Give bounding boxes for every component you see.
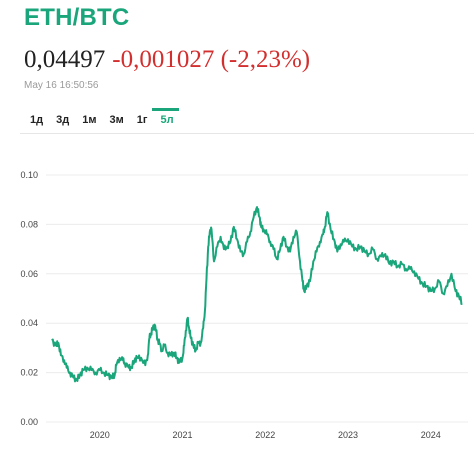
timeframe-tabs: 1д 3д 1м 3м 1г 5л xyxy=(22,108,179,134)
tab-3d[interactable]: 3д xyxy=(56,114,70,126)
y-tick-label: 0.06 xyxy=(20,269,38,279)
tab-1d[interactable]: 1д xyxy=(30,114,44,126)
x-tick-label: 2024 xyxy=(421,430,441,440)
x-tick-label: 2020 xyxy=(90,430,110,440)
y-axis-ticks: 0.00 0.02 0.04 0.06 0.08 0.10 xyxy=(20,170,38,427)
y-tick-label: 0.08 xyxy=(20,219,38,229)
tab-5y[interactable]: 5л xyxy=(152,108,179,134)
y-tick-label: 0.02 xyxy=(20,368,38,378)
grid-lines xyxy=(46,174,468,423)
tab-1m[interactable]: 1м xyxy=(82,114,97,126)
current-price: 0,04497 xyxy=(24,46,106,73)
y-tick-label: 0.00 xyxy=(20,417,38,427)
y-tick-label: 0.10 xyxy=(20,170,38,180)
x-tick-label: 2023 xyxy=(338,430,358,440)
x-tick-label: 2022 xyxy=(255,430,275,440)
price-quote: 0,04497 -0,001027 (-2,23%) xyxy=(24,46,310,74)
tab-1y[interactable]: 1г xyxy=(136,114,148,126)
tabs-divider xyxy=(20,133,474,134)
x-tick-label: 2021 xyxy=(173,430,193,440)
quote-timestamp: May 16 16:50:56 xyxy=(24,80,99,91)
tab-3m[interactable]: 3м xyxy=(109,114,124,126)
pair-title: ETH/BTC xyxy=(24,4,130,31)
y-tick-label: 0.04 xyxy=(20,318,38,328)
price-line-series xyxy=(51,206,463,383)
x-axis-ticks: 2020 2021 2022 2023 2024 xyxy=(90,430,441,440)
price-change: -0,001027 (-2,23%) xyxy=(112,46,311,73)
